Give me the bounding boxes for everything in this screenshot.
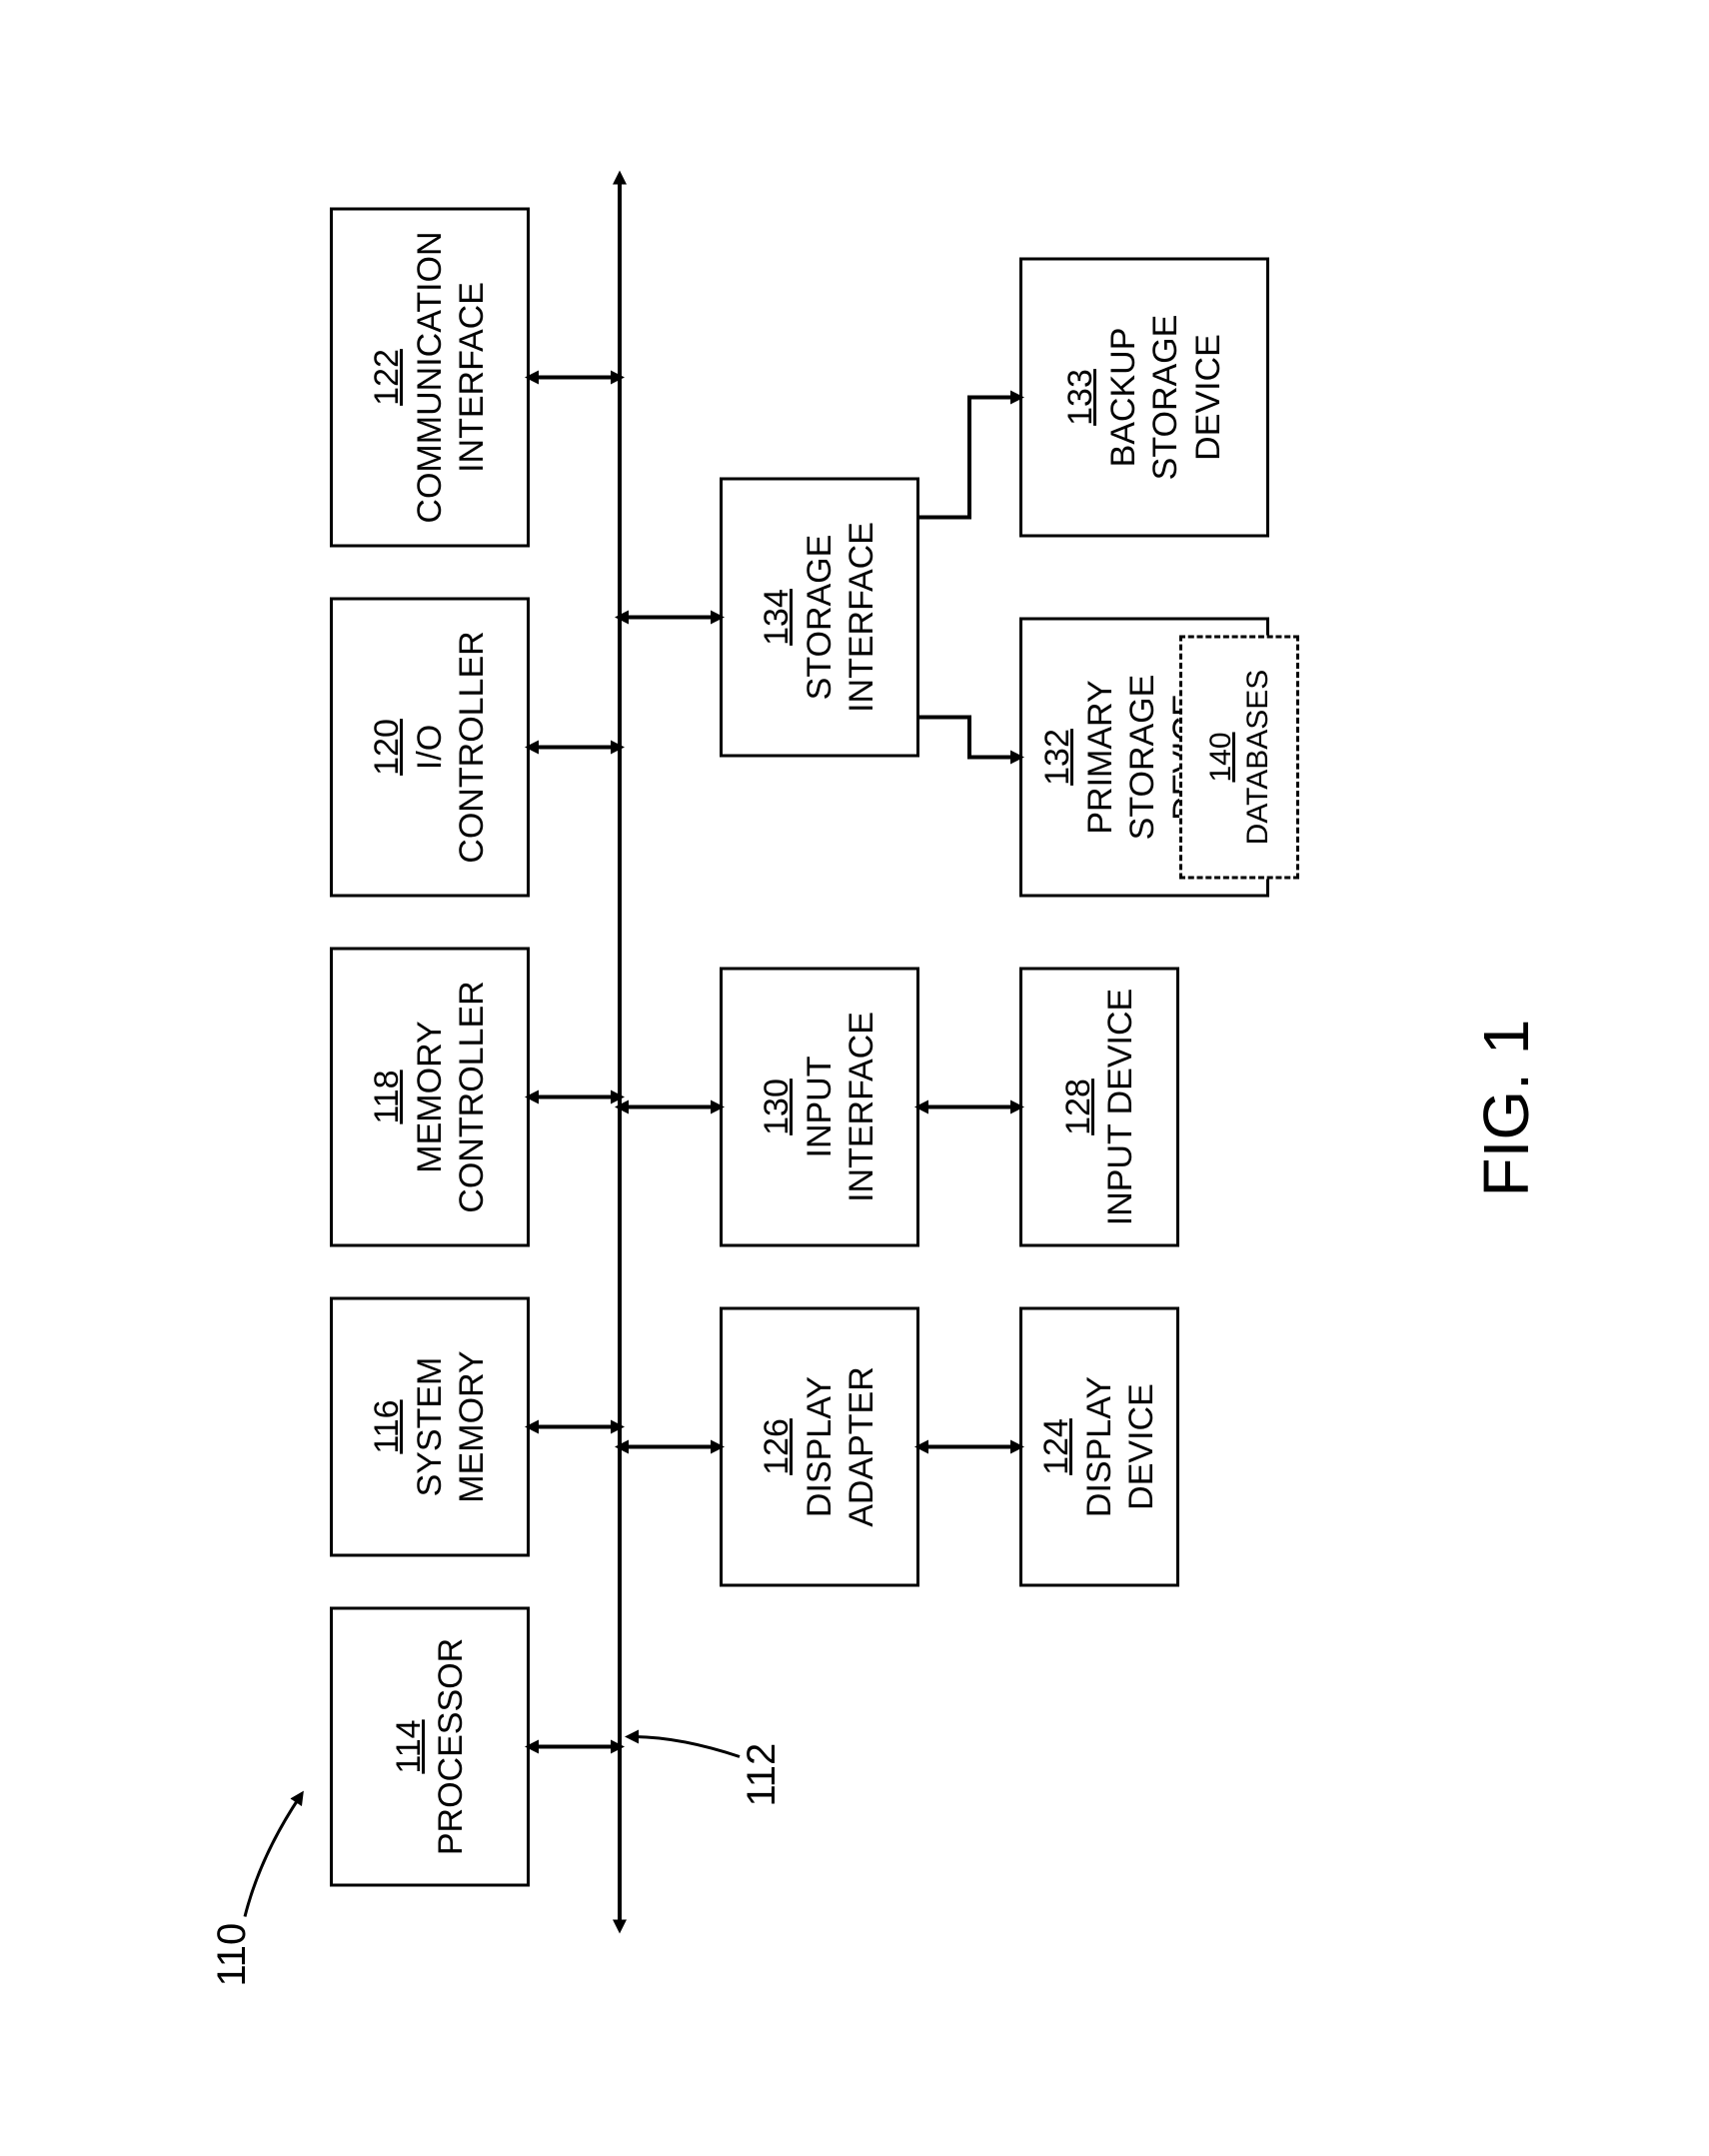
input-device-num: 128 — [1057, 1078, 1100, 1135]
figure-label: FIG. 1 — [1469, 1019, 1543, 1196]
arrow-storage-if-primary — [919, 717, 1017, 757]
storage-interface-text: STORAGEINTERFACE — [799, 522, 883, 713]
ref-112-label: 112 — [740, 1742, 785, 1806]
display-device-num: 124 — [1035, 1418, 1078, 1475]
processor-num: 114 — [388, 1719, 431, 1773]
display-adapter-num: 126 — [756, 1418, 799, 1475]
databases-text: DATABASES — [1239, 669, 1277, 845]
system-memory-num: 116 — [366, 1399, 409, 1453]
input-interface-num: 130 — [756, 1078, 799, 1135]
leader-112 — [632, 1736, 740, 1756]
system-memory-box: 116 SYSTEMMEMORY — [330, 1296, 530, 1556]
memory-controller-box: 118 MEMORYCONTROLLER — [330, 947, 530, 1246]
display-device-box: 124 DISPLAYDEVICE — [1019, 1306, 1179, 1586]
backup-storage-box: 133 BACKUPSTORAGEDEVICE — [1019, 257, 1269, 537]
communication-interface-box: 122 COMMUNICATIONINTERFACE — [330, 207, 530, 547]
processor-box: 114 PROCESSOR — [330, 1606, 530, 1886]
databases-box: 140 DATABASES — [1179, 635, 1299, 879]
io-controller-text: I/OCONTROLLER — [409, 631, 494, 863]
ref-110-label: 110 — [210, 1922, 255, 1986]
storage-interface-box: 134 STORAGEINTERFACE — [720, 477, 919, 757]
io-controller-box: 120 I/OCONTROLLER — [330, 597, 530, 897]
backup-storage-text: BACKUPSTORAGEDEVICE — [1102, 314, 1230, 480]
arrow-storage-if-backup — [919, 397, 1017, 517]
primary-storage-num: 132 — [1036, 729, 1079, 786]
display-device-text: DISPLAYDEVICE — [1078, 1375, 1163, 1516]
io-controller-num: 120 — [366, 719, 409, 776]
databases-num: 140 — [1202, 732, 1240, 782]
input-device-text: INPUT DEVICE — [1099, 988, 1142, 1224]
memory-controller-num: 118 — [366, 1070, 409, 1123]
communication-interface-text: COMMUNICATIONINTERFACE — [409, 231, 494, 523]
display-adapter-text: DISPLAYADAPTER — [799, 1366, 883, 1527]
processor-text: PROCESSOR — [430, 1637, 473, 1854]
system-memory-text: SYSTEMMEMORY — [409, 1350, 494, 1502]
communication-interface-num: 122 — [366, 349, 409, 406]
input-interface-box: 130 INPUTINTERFACE — [720, 967, 919, 1246]
memory-controller-text: MEMORYCONTROLLER — [409, 981, 494, 1212]
display-adapter-box: 126 DISPLAYADAPTER — [720, 1306, 919, 1586]
backup-storage-num: 133 — [1059, 369, 1102, 426]
input-device-box: 128 INPUT DEVICE — [1019, 967, 1179, 1246]
leader-110 — [245, 1796, 300, 1916]
storage-interface-num: 134 — [756, 589, 799, 646]
input-interface-text: INPUTINTERFACE — [799, 1012, 883, 1202]
